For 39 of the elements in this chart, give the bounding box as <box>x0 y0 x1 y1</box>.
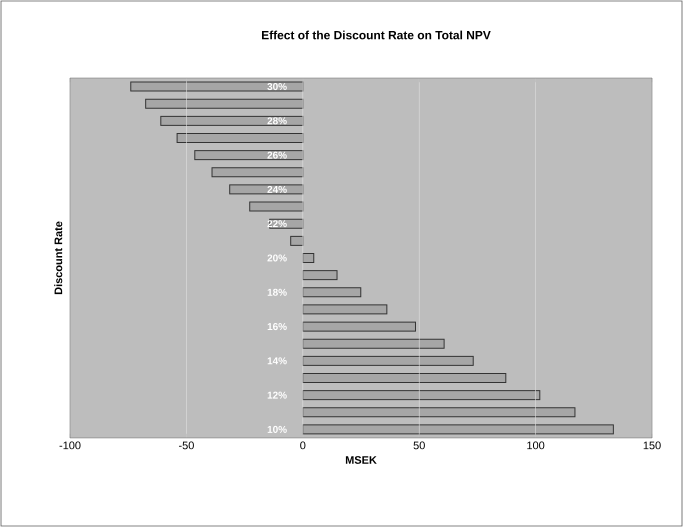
bar <box>302 372 506 383</box>
bar <box>302 252 314 263</box>
bar <box>302 424 614 434</box>
x-tick-label: 50 <box>414 442 425 450</box>
x-tick-label: 0 <box>300 442 306 450</box>
y-tick-label: 26% <box>267 152 287 159</box>
x-tick-label: 150 <box>644 442 661 450</box>
x-tick-label: 100 <box>527 442 544 450</box>
bar <box>249 202 304 212</box>
bar <box>194 150 304 160</box>
chart-title: Effect of the Discount Rate on Total NPV <box>262 30 491 40</box>
bar <box>145 98 304 109</box>
bar <box>160 116 304 126</box>
y-tick-label: 24% <box>267 186 287 193</box>
bar <box>302 390 540 400</box>
bar <box>302 270 338 280</box>
y-axis-title: Discount Rate <box>54 222 62 294</box>
y-tick-label: 14% <box>268 357 287 364</box>
y-tick-label: 18% <box>268 288 287 296</box>
y-tick-label: 28% <box>267 117 287 124</box>
x-tick-label: -50 <box>178 442 194 450</box>
bar <box>229 184 304 194</box>
bar <box>290 236 304 246</box>
y-tick-label: 12% <box>268 392 287 399</box>
bar <box>302 356 474 366</box>
bar <box>302 407 576 418</box>
bar <box>302 304 388 314</box>
bar <box>176 132 304 143</box>
bar <box>302 338 445 349</box>
y-tick-label: 16% <box>268 323 287 330</box>
bar <box>212 167 304 178</box>
bar <box>130 82 304 92</box>
y-tick-label: 20% <box>267 254 287 262</box>
bar <box>302 287 362 298</box>
bar <box>302 322 416 332</box>
x-tick-label: -100 <box>60 442 81 450</box>
y-tick-label: 10% <box>268 426 287 433</box>
x-axis-title: MSEK <box>346 456 377 464</box>
y-tick-label: 30% <box>267 83 287 90</box>
